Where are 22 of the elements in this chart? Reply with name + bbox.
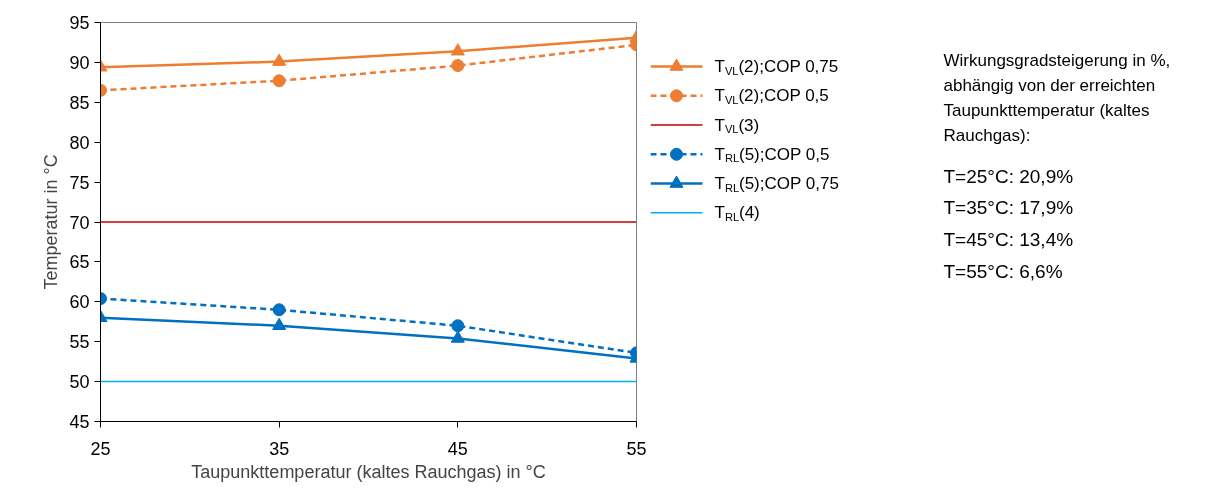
x-tick-label: 45 — [447, 438, 468, 459]
y-tick-label: 95 — [69, 13, 90, 33]
text: Wirkungsgradsteigerung in %, abhängig von der erreichten Taupunkttemperatur (kaltes Rauchgas): — [943, 51, 1171, 145]
y-tick-label: 50 — [69, 372, 90, 393]
y-tick-label: 60 — [69, 292, 90, 313]
y-tick-label: 65 — [69, 252, 90, 273]
y-tick-label: 85 — [69, 92, 90, 113]
text: T=25°C: 20,9% — [943, 165, 1074, 187]
y-tick-label: 55 — [69, 332, 90, 353]
x-tick-label: 35 — [269, 438, 290, 459]
y-tick-label: 90 — [69, 52, 90, 73]
text: T=55°C: 6,6% — [943, 260, 1063, 282]
y-tick-label: 45 — [69, 412, 90, 432]
y-axis-title: Temperatur in °C — [41, 154, 62, 290]
y-tick-label: 80 — [69, 132, 90, 153]
y-tick-label: 70 — [69, 212, 90, 233]
text: T=45°C: 13,4% — [943, 229, 1074, 251]
text: T=35°C: 17,9% — [943, 197, 1074, 219]
x-tick-label: 25 — [90, 438, 111, 459]
x-tick-label: 55 — [626, 438, 647, 459]
x-axis-title: Taupunkttemperatur (kaltes Rauchgas) in °C — [191, 461, 546, 482]
y-tick-label: 75 — [69, 172, 90, 193]
